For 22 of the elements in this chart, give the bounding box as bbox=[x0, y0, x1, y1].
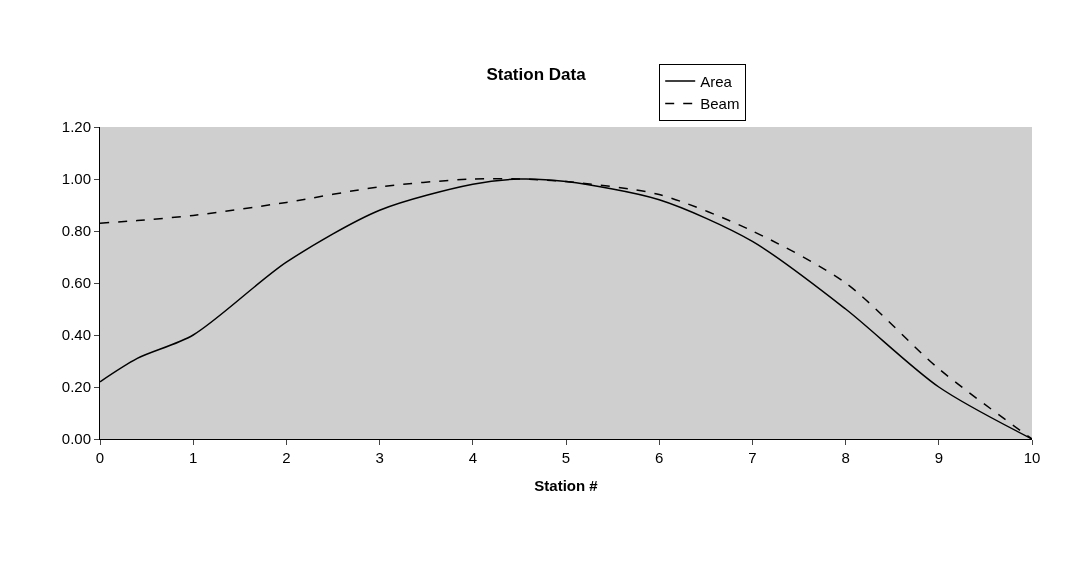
x-tick-label: 0 bbox=[95, 449, 105, 466]
x-tick-label: 9 bbox=[934, 449, 943, 466]
y-tick-label: 1.20 bbox=[61, 118, 91, 136]
y-tick-label: 0.20 bbox=[61, 378, 91, 396]
legend-label: Beam bbox=[700, 95, 740, 113]
y-tick-label: 0.60 bbox=[61, 274, 91, 292]
x-axis-title: Station # bbox=[534, 477, 599, 494]
x-tick-label: 7 bbox=[748, 449, 757, 466]
x-tick-label: 3 bbox=[375, 449, 384, 466]
chart-title: Station Data bbox=[486, 65, 587, 85]
x-tick-label: 5 bbox=[561, 449, 571, 466]
x-tick-label: 10 bbox=[1023, 449, 1041, 466]
y-tick-label: 0.80 bbox=[61, 222, 91, 240]
y-tick-label: 1.00 bbox=[61, 170, 91, 188]
x-tick-label: 1 bbox=[189, 449, 198, 466]
y-tick-label: 0.00 bbox=[61, 430, 91, 448]
y-tick-label: 0.40 bbox=[61, 326, 91, 344]
x-tick-label: 4 bbox=[468, 449, 477, 466]
x-tick-label: 2 bbox=[282, 449, 291, 466]
x-tick-label: 8 bbox=[841, 449, 850, 466]
x-tick-label: 6 bbox=[655, 449, 664, 466]
legend-label: Area bbox=[700, 72, 733, 90]
